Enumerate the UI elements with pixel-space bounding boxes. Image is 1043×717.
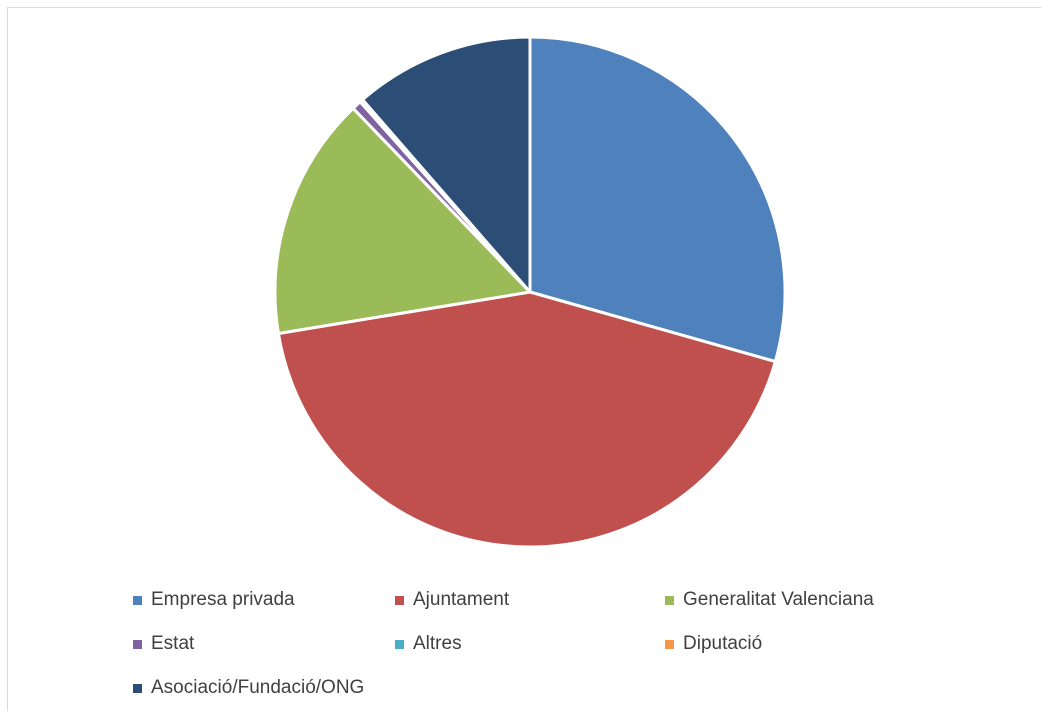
legend-item-ajuntament: Ajuntament — [395, 585, 665, 615]
legend-label: Asociació/Fundació/ONG — [151, 677, 365, 698]
legend-label: Ajuntament — [413, 589, 510, 610]
legend-item-asociacio-fundacio-ong: Asociació/Fundació/ONG — [133, 673, 395, 703]
legend: Empresa privada Ajuntament Generalitat V… — [133, 585, 983, 717]
legend-label: Diputació — [683, 633, 763, 654]
legend-swatch — [665, 595, 674, 605]
pie-slice-asociacio-fundacio-ong — [361, 35, 532, 294]
pie-slice-ajuntament — [276, 290, 777, 549]
legend-label: Estat — [151, 633, 195, 654]
legend-label: Altres — [413, 633, 462, 654]
legend-swatch — [395, 595, 404, 605]
legend-item-estat: Estat — [133, 629, 395, 659]
pie-slice-empresa-privada — [528, 35, 787, 364]
pie-chart — [273, 35, 787, 549]
legend-swatch — [133, 683, 142, 693]
legend-label: Empresa privada — [151, 589, 295, 610]
chart-frame — [7, 7, 1041, 711]
legend-item-altres: Altres — [395, 629, 665, 659]
legend-swatch — [395, 639, 404, 649]
pie-slices — [273, 35, 787, 549]
pie-slice-generalitat-valenciana — [273, 106, 532, 335]
legend-item-diputacio: Diputació — [665, 629, 965, 659]
legend-swatch — [665, 639, 674, 649]
legend-swatch — [133, 595, 142, 605]
legend-label: Generalitat Valenciana — [683, 589, 874, 610]
legend-item-generalitat-valenciana: Generalitat Valenciana — [665, 585, 965, 615]
legend-item-empresa-privada: Empresa privada — [133, 585, 395, 615]
legend-swatch — [133, 639, 142, 649]
